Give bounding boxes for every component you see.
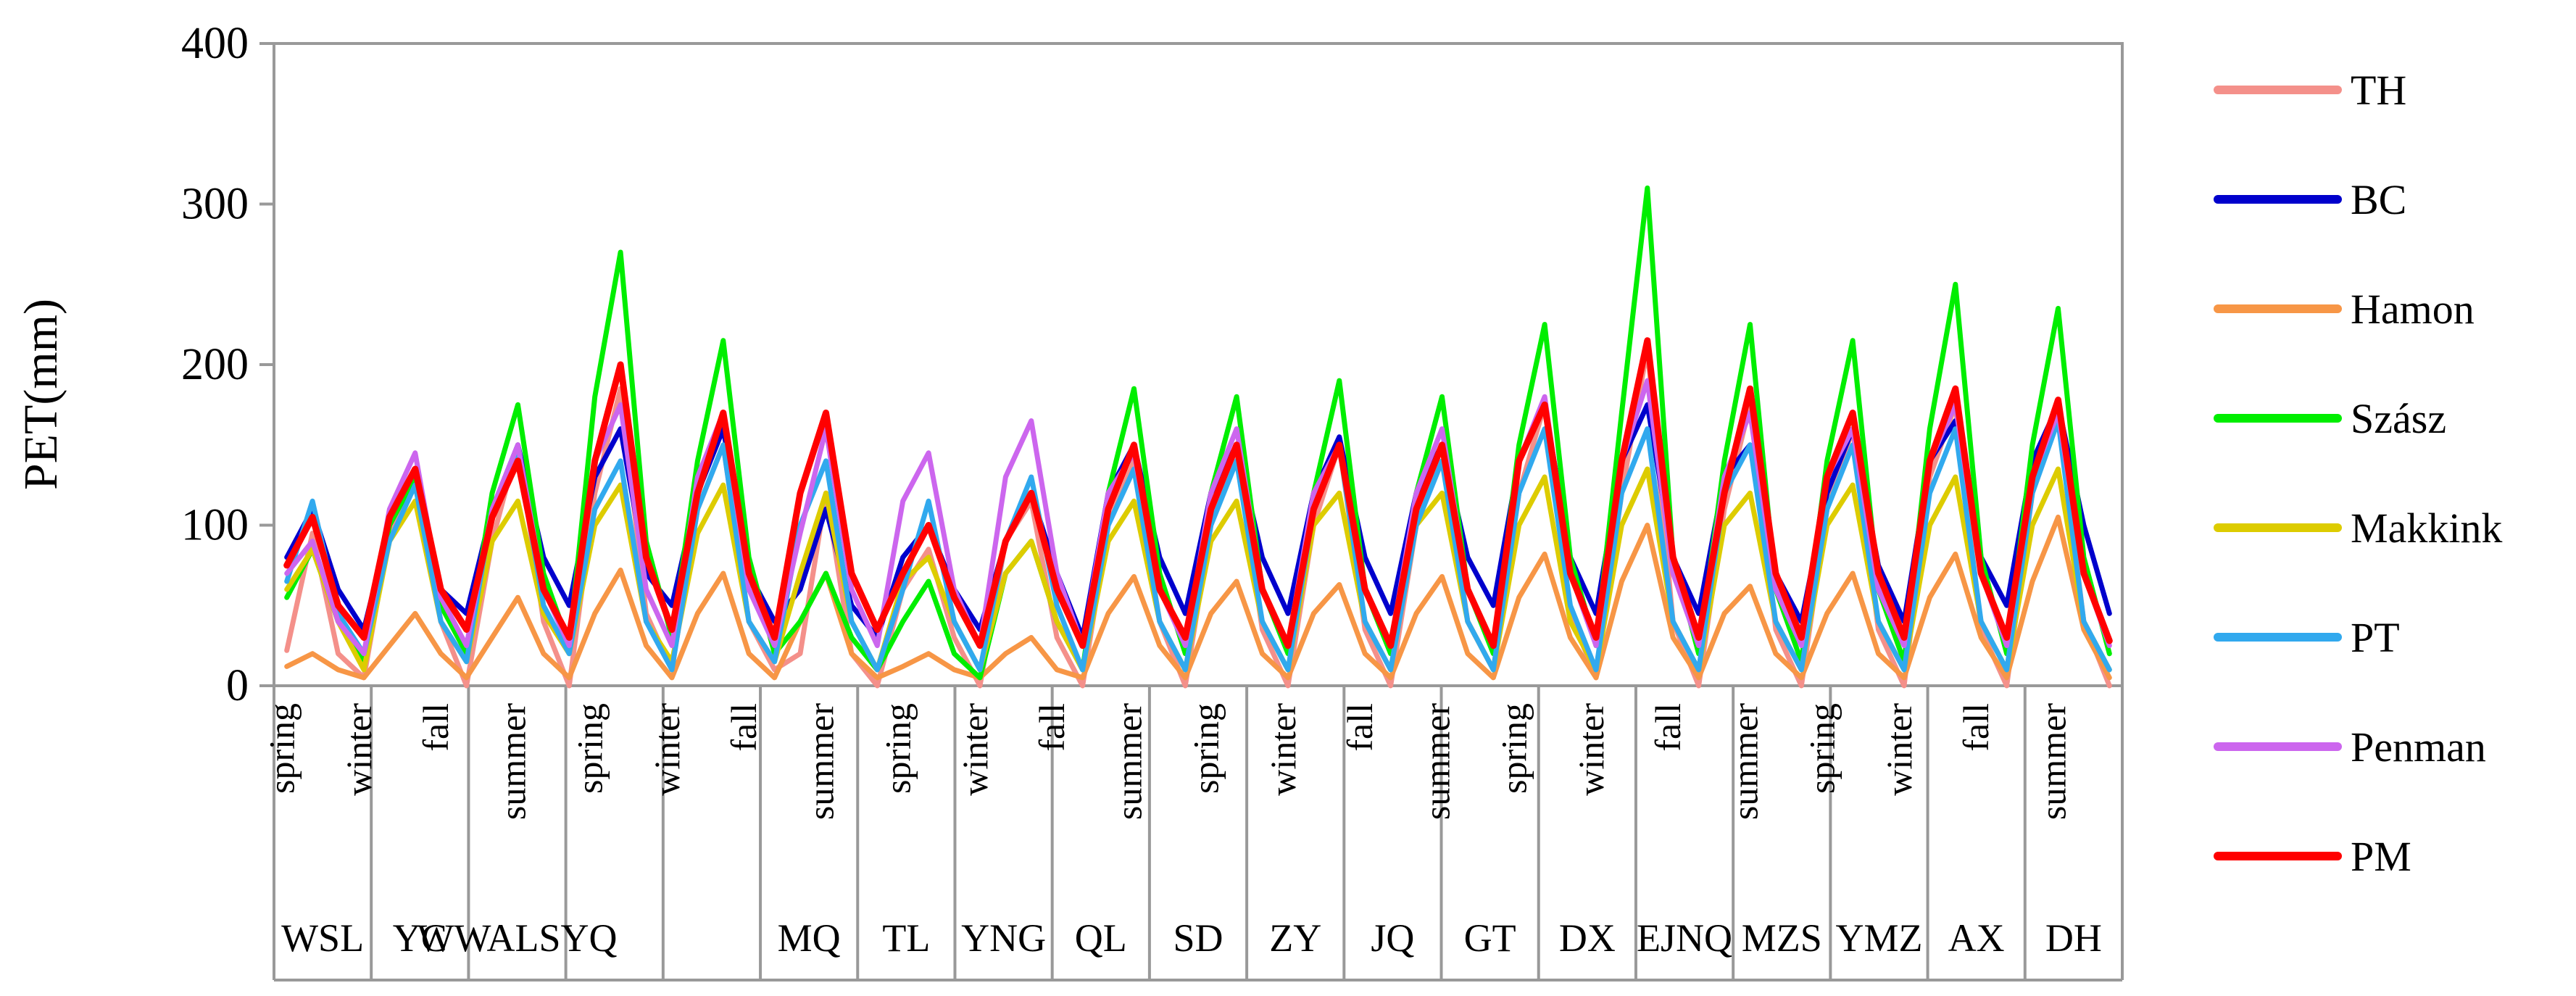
season-label: winter (1263, 703, 1303, 796)
station-label: EJNQ (1637, 916, 1732, 960)
station-label: TL (882, 916, 930, 960)
season-label: spring (570, 703, 610, 794)
legend-label: PT (2351, 614, 2400, 661)
season-label: summer (492, 703, 533, 820)
station-label: YC (393, 916, 447, 960)
season-label: summer (800, 703, 841, 820)
station-label: WWALSYQ (417, 916, 618, 960)
season-label: fall (1031, 703, 1072, 752)
season-label: spring (1494, 703, 1534, 794)
season-label: summer (1108, 703, 1149, 820)
y-axis-label: PET(mm) (14, 299, 67, 490)
station-label: MZS (1742, 916, 1822, 960)
legend-label: PM (2351, 833, 2411, 880)
season-label: fall (1956, 703, 1996, 752)
legend-label: Makkink (2351, 505, 2502, 552)
series-line-hamon (284, 514, 2112, 681)
season-label: fall (1648, 703, 1688, 752)
series-lines (283, 185, 2113, 689)
station-label: SD (1173, 916, 1223, 960)
station-label: DH (2045, 916, 2102, 960)
station-label: JQ (1371, 916, 1414, 960)
station-label: GT (1464, 916, 1516, 960)
season-label: spring (1802, 703, 1842, 794)
station-label: QL (1075, 916, 1127, 960)
season-label: winter (338, 703, 379, 796)
y-tick-label: 0 (226, 661, 249, 710)
station-label: MQ (778, 916, 841, 960)
legend-label: Hamon (2351, 286, 2475, 333)
legend-label: Szász (2351, 395, 2446, 442)
season-label: summer (1416, 703, 1457, 820)
series-line-pm (283, 337, 2113, 650)
station-label: ZY (1269, 916, 1321, 960)
x-axis-dividers (273, 686, 2124, 982)
season-label: winter (647, 703, 687, 796)
season-label: winter (955, 703, 995, 796)
season-label: winter (1571, 703, 1611, 796)
season-label: fall (1339, 703, 1380, 752)
season-label: summer (2032, 703, 2073, 820)
legend-label: TH (2351, 67, 2406, 114)
season-label: fall (415, 703, 456, 752)
season-label: summer (1724, 703, 1765, 820)
station-label: AX (1948, 916, 2005, 960)
y-axis: 0 100 200 300 400 (181, 19, 274, 710)
legend-label: Penman (2351, 723, 2486, 771)
station-label: WSL (281, 916, 364, 960)
season-label: spring (1186, 703, 1226, 794)
legend-label: BC (2351, 176, 2406, 223)
legend: TH BC Hamon Szász Makkink PT Penman PM (2214, 67, 2502, 880)
season-label: fall (723, 703, 764, 752)
station-label: YNG (961, 916, 1046, 960)
season-label: spring (262, 703, 302, 794)
y-tick-label: 300 (181, 180, 249, 229)
y-tick-label: 100 (181, 501, 249, 550)
station-label: DX (1559, 916, 1616, 960)
season-label: winter (1879, 703, 1919, 796)
season-labels: spring winter fall summer spring winter fall su… (262, 703, 2074, 820)
season-label: spring (878, 703, 918, 794)
station-label: YMZ (1835, 916, 1922, 960)
y-tick-label: 200 (181, 340, 249, 389)
series-line-pt (284, 418, 2112, 673)
y-tick-label: 400 (181, 19, 249, 68)
